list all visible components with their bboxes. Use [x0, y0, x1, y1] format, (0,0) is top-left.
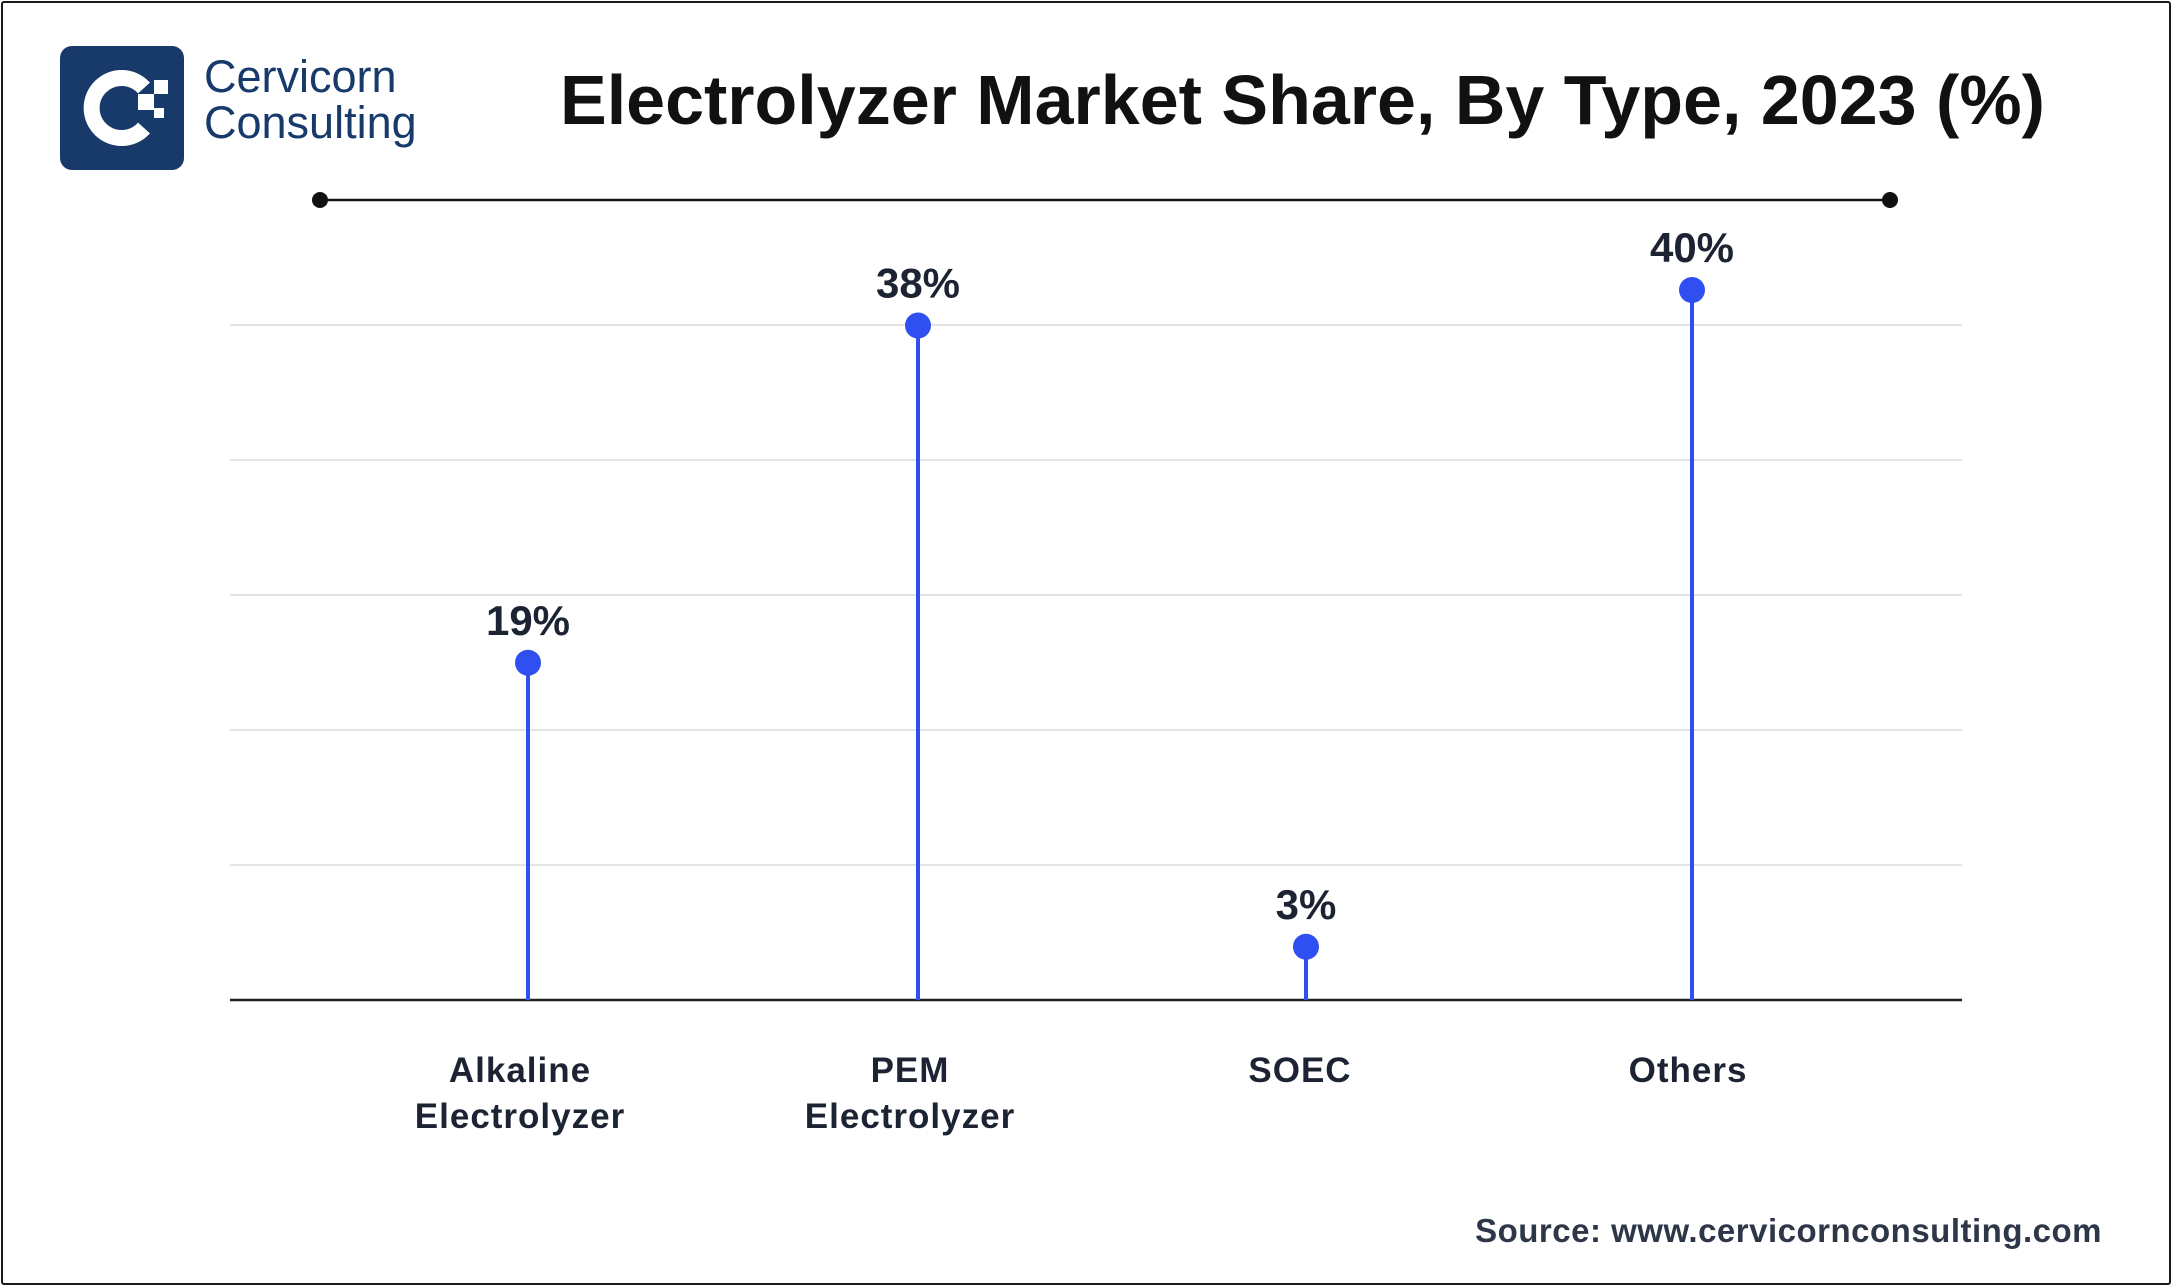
value-label-3: 3% [1276, 881, 1337, 928]
lollipop-dot-3 [1293, 933, 1319, 960]
source-note: Source: www.cervicornconsulting.com [1475, 1212, 2102, 1249]
category-label-2-line-1: PEM [871, 1051, 950, 1090]
chart-title: Electrolyzer Market Share, By Type, 2023… [560, 61, 2045, 139]
logo-line-1: Cervicorn [204, 51, 397, 102]
category-label-1-line-1: Alkaline [449, 1051, 591, 1090]
lollipop-dot-4 [1679, 277, 1705, 303]
logo-wordmark: Cervicorn Consulting [204, 54, 417, 146]
category-label-3-line-1: SOEC [1248, 1051, 1351, 1090]
category-label-2-line-2: Electrolyzer [805, 1097, 1015, 1136]
value-label-1: 19% [486, 597, 570, 644]
cervicorn-logo-icon [60, 46, 184, 170]
lollipop-dot-2 [905, 312, 931, 339]
category-label-1-line-2: Electrolyzer [415, 1097, 625, 1136]
value-label-4: 40% [1650, 224, 1734, 271]
lollipop-dot-1 [515, 649, 541, 676]
logo-line-2: Consulting [204, 97, 417, 148]
company-logo: Cervicorn Consulting [60, 46, 460, 170]
value-label-2: 38% [876, 260, 960, 307]
category-label-4-line-1: Others [1629, 1051, 1748, 1090]
title-divider [312, 192, 1898, 208]
